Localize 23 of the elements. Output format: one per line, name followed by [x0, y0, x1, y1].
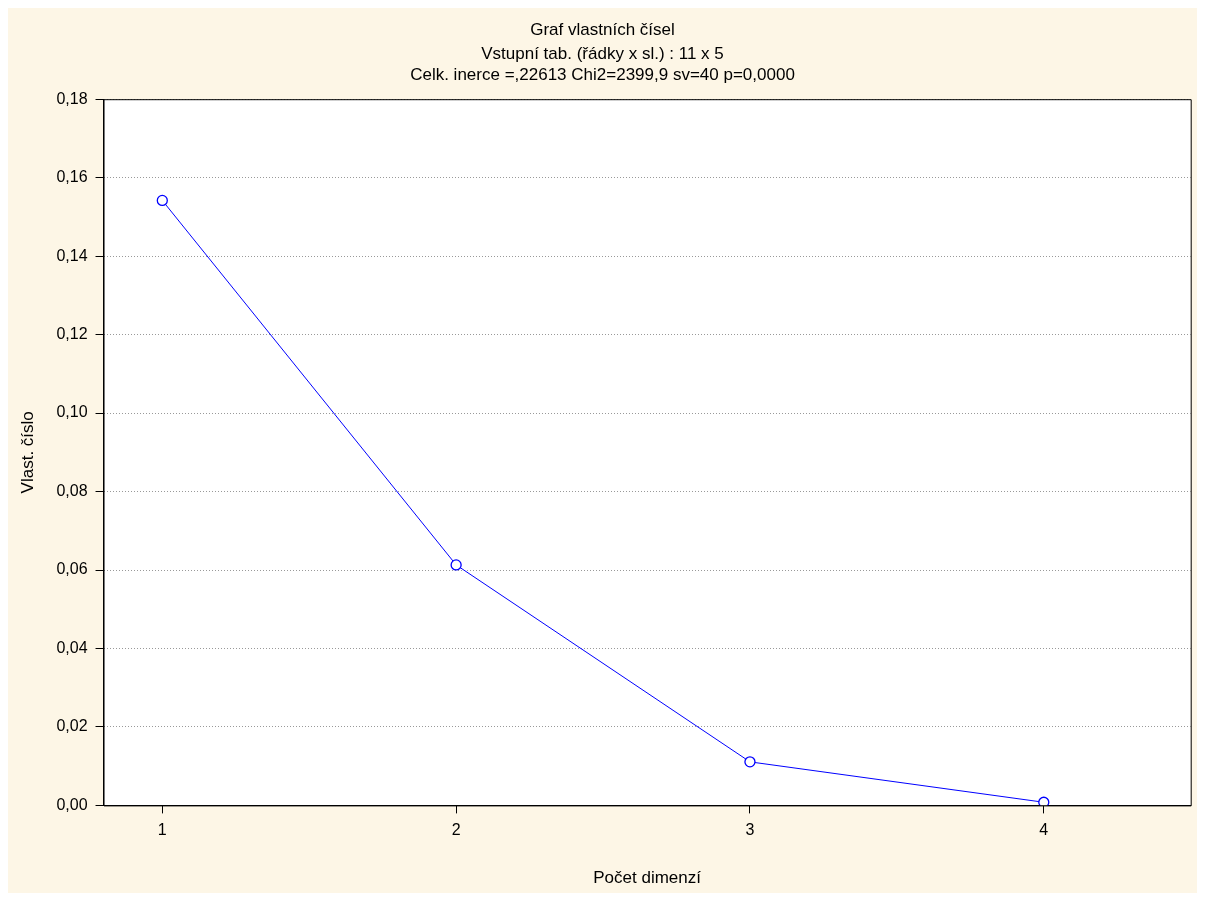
- chart-subtitle: Vstupní tab. (řádky x sl.) : 11 x 5: [481, 44, 724, 64]
- y-tick-label: 0,00: [56, 795, 88, 813]
- y-tick-label: 0,02: [56, 717, 88, 735]
- x-tick-label: 4: [1039, 821, 1049, 839]
- y-axis-title: Vlast. číslo: [17, 411, 37, 494]
- y-tick-label: 0,04: [56, 638, 88, 656]
- y-tick-label: 0,10: [56, 403, 88, 421]
- y-tick-label: 0,08: [56, 481, 88, 499]
- point: [1038, 796, 1050, 806]
- text: Celk. inerce =,22613 Chi2=2399,9 sv=40 p=0,0000: [410, 64, 795, 84]
- x-tick-label: 2: [451, 821, 461, 839]
- y-tick-label: 0,18: [56, 89, 88, 107]
- x-tick-label: 1: [157, 821, 167, 839]
- x-tick-label: 3: [745, 821, 755, 839]
- y-tick-label: 0,16: [56, 168, 88, 186]
- chart-title: Graf vlastních čísel: [530, 19, 675, 39]
- y-tick-label: 0,06: [56, 560, 88, 578]
- y-tick-label: 0,14: [56, 246, 88, 264]
- point: [156, 194, 168, 207]
- y-tick-label: 0,12: [56, 325, 88, 343]
- x-axis-title: Počet dimenzí: [593, 868, 702, 888]
- point: [744, 756, 756, 768]
- point: [450, 559, 462, 571]
